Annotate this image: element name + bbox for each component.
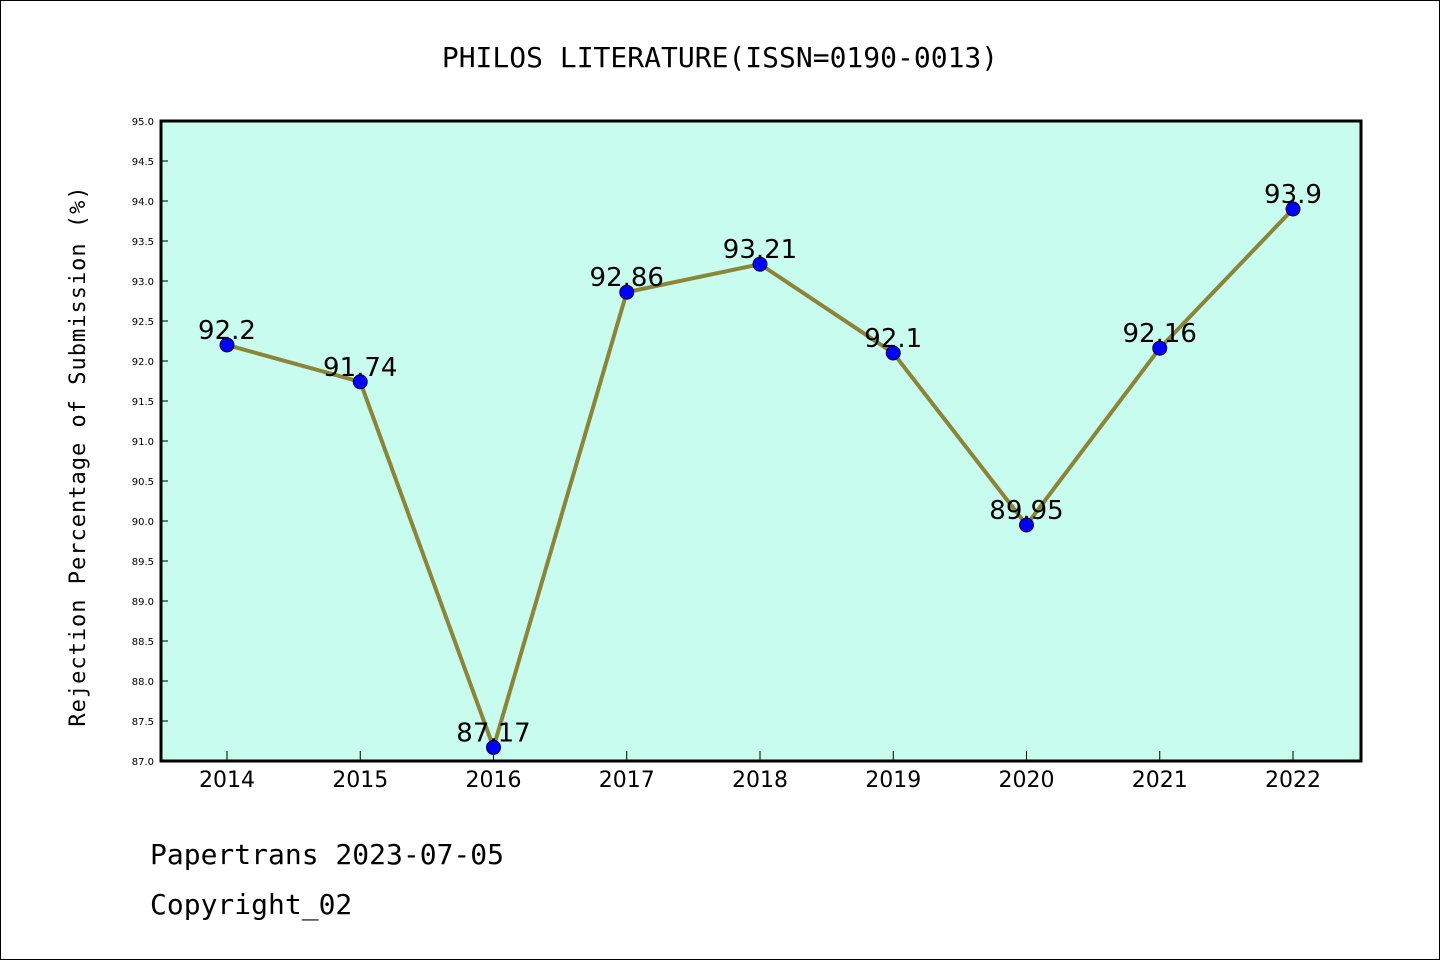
footer-copyright: Copyright_02	[150, 888, 352, 922]
x-tick-label: 2022	[1265, 768, 1321, 793]
data-label: 92.1	[864, 324, 922, 354]
footer-source: Papertrans 2023-07-05	[150, 838, 504, 871]
x-tick-label: 2019	[865, 768, 921, 793]
data-label: 87.17	[456, 718, 530, 748]
chart-title: PHILOS LITERATURE(ISSN=0190-0013)	[442, 41, 998, 74]
data-point	[352, 374, 368, 390]
y-axis-ticks: 87.0 87.5 88.0 88.5 89.0 89.5 90.0 90.5 91.0 91.5…	[132, 117, 168, 768]
data-point	[1152, 340, 1168, 356]
y-tick-label: 93.5	[132, 237, 154, 248]
x-tick-label: 2018	[732, 768, 788, 793]
y-tick-label: 89.5	[132, 557, 154, 568]
data-point	[885, 345, 901, 361]
y-tick-label: 94.5	[132, 157, 154, 168]
x-tick-label: 2016	[466, 768, 522, 793]
y-tick-label: 87.5	[132, 717, 154, 728]
data-label: 89.95	[989, 496, 1063, 526]
plot-area	[159, 119, 1363, 763]
y-tick-label: 88.0	[132, 677, 154, 688]
data-label: 93.21	[723, 235, 797, 265]
data-label: 92.16	[1123, 319, 1197, 349]
data-point	[752, 256, 768, 272]
y-tick-label: 94.0	[132, 197, 154, 208]
data-label: 91.74	[323, 353, 397, 383]
y-tick-label: 93.0	[132, 277, 154, 288]
y-tick-label: 92.0	[132, 357, 154, 368]
y-tick-label: 90.0	[132, 517, 154, 528]
x-axis-ticks: 2014 2015 2016 2017 2018 2019 2020 2021 2022	[199, 751, 1321, 793]
y-tick-label: 91.5	[132, 397, 154, 408]
y-tick-label: 88.5	[132, 637, 154, 648]
data-label: 93.9	[1264, 180, 1322, 210]
data-label: 92.2	[198, 316, 256, 346]
data-point	[486, 739, 501, 755]
y-axis-label: Rejection Percentage of Submission (%)	[66, 185, 91, 726]
data-markers	[219, 201, 1301, 755]
x-tick-label: 2020	[999, 768, 1055, 793]
x-tick-label: 2017	[599, 768, 655, 793]
x-tick-label: 2014	[199, 768, 255, 793]
data-point	[619, 284, 635, 300]
y-tick-label: 92.5	[132, 317, 154, 328]
data-labels: 92.2 91.74 87.17 92.86 93.21 92.1 89.95 92.16 93…	[198, 180, 1322, 748]
data-point	[1019, 517, 1034, 533]
y-tick-label: 89.0	[132, 597, 154, 608]
x-tick-label: 2021	[1132, 768, 1188, 793]
data-point	[1285, 201, 1301, 217]
y-tick-label: 87.0	[132, 757, 154, 768]
data-point	[219, 337, 235, 353]
data-label: 92.86	[590, 263, 664, 293]
y-tick-label: 95.0	[132, 117, 154, 128]
x-tick-label: 2015	[332, 768, 388, 793]
y-tick-label: 90.5	[132, 477, 154, 488]
y-tick-label: 91.0	[132, 437, 154, 448]
